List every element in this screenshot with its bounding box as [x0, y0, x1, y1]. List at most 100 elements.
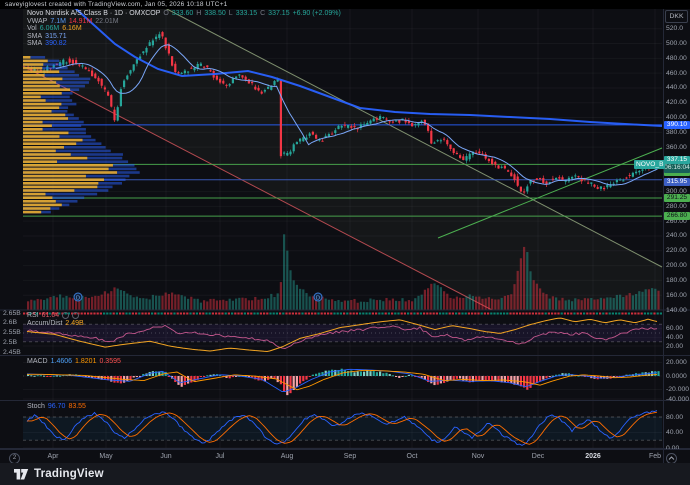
- accdist-tick: 2.5B: [3, 338, 17, 346]
- time-axis-label: Nov: [471, 453, 485, 460]
- macd-tick: -40.000: [666, 395, 690, 403]
- accdist-tick: 2.6B: [3, 319, 17, 327]
- sma-slow-row[interactable]: SMA 390.82: [27, 40, 344, 48]
- time-axis-label: Oct: [406, 453, 418, 460]
- legend-value: VWAP: [27, 17, 48, 25]
- symbol-row[interactable]: Novo Nordisk A/S Class B · 1D · OMXCOP O 3…: [27, 10, 344, 18]
- macd-tick: -20.000: [666, 386, 690, 393]
- stoch-tick: 0.00: [666, 444, 680, 452]
- rsi-tick: 60.00: [666, 325, 684, 333]
- accdist-row[interactable]: Accum/Dist 2.49B: [27, 320, 87, 328]
- price-tick: 220.00: [666, 247, 687, 255]
- price-tick: 480.00: [666, 54, 687, 62]
- price-line-label: 390.10: [664, 120, 690, 130]
- legend-value: 22.01M: [95, 17, 119, 25]
- svg-text:D: D: [76, 296, 80, 302]
- stoch-row[interactable]: Stoch 96.70 83.55: [27, 403, 89, 411]
- time-axis-label: 2026: [585, 453, 601, 460]
- legend-value: 6.06M: [39, 25, 60, 33]
- tradingview-logo-icon[interactable]: [14, 468, 29, 480]
- time-axis[interactable]: Apr May Jun Jul Aug Sep Oct Nov Dec 2026 Feb 2: [0, 449, 690, 464]
- timezone-badge[interactable]: 2: [9, 452, 20, 464]
- legend-value: SMA: [27, 32, 43, 40]
- stoch-pane: [23, 410, 662, 446]
- dividend-marker[interactable]: [313, 292, 323, 302]
- price-tick: 260.00: [666, 217, 687, 225]
- legend-value: 333.60: [171, 10, 194, 18]
- price-tick: 180.00: [666, 276, 687, 284]
- attribution-text: saveyiglovest created with TradingView.c…: [5, 1, 228, 8]
- price-line-label: 266.80: [664, 211, 690, 221]
- time-axis-label: Dec: [531, 453, 545, 460]
- legend-value: 338.50: [204, 10, 226, 18]
- legend-value: SMA: [27, 40, 43, 48]
- price-tick: 440.00: [666, 84, 687, 92]
- visibility-icon[interactable]: [62, 312, 70, 320]
- attribution-bar: saveyiglovest created with TradingView.c…: [0, 0, 690, 9]
- price-tick: 380.00: [666, 128, 687, 136]
- legend-value: 83.55: [68, 403, 86, 411]
- rsi-tick: 40.00: [666, 333, 684, 341]
- sma-fast-row[interactable]: SMA 315.71: [27, 33, 344, 41]
- legend-value: 61.04: [41, 312, 60, 320]
- price-tick: 420.00: [666, 99, 687, 107]
- accdist-tick: 2.45B: [3, 348, 21, 356]
- legend-value: Stoch: [27, 403, 45, 411]
- vwap-row[interactable]: VWAP 7.1M 14.91M 22.01M: [27, 18, 344, 26]
- time-axis-label: May: [99, 453, 113, 460]
- legend-value: Accum/Dist: [27, 319, 63, 327]
- main-pane-legend[interactable]: Novo Nordisk A/S Class B · 1D · OMXCOP O 3…: [27, 10, 344, 48]
- macd-tick: 0.0000: [666, 372, 687, 380]
- legend-value: 96.70: [47, 403, 66, 411]
- price-tick: 400.00: [666, 114, 687, 122]
- stoch-pane-legend[interactable]: Stoch 96.70 83.55: [27, 403, 89, 411]
- price-tick: 460.00: [666, 69, 687, 77]
- macd-row[interactable]: MACD 1.4606 1.8201 0.3595: [27, 358, 124, 366]
- tradingview-brand-text[interactable]: TradingView: [34, 468, 104, 480]
- price-tick: 240.00: [666, 232, 687, 240]
- time-axis-label: Jun: [160, 453, 172, 460]
- rsi-pane: [23, 312, 662, 353]
- pane-separators: [0, 309, 690, 449]
- legend-value: 7.1M: [50, 17, 66, 25]
- currency-toggle[interactable]: DKK: [665, 10, 688, 23]
- svg-text:D: D: [316, 296, 320, 302]
- legend-value: C: [260, 10, 266, 18]
- time-axis-label: Jul: [215, 453, 225, 460]
- trend-channel: [22, 7, 663, 311]
- bar-countdown-label: 06:16:04: [664, 164, 690, 173]
- last-price-label: 337.15: [664, 155, 690, 165]
- time-axis-label: Sep: [343, 453, 357, 460]
- legend-value: 2.49B: [65, 319, 84, 327]
- rsi-row[interactable]: RSI 61.04: [27, 312, 87, 320]
- legend-value: +6.90 (+2.09%): [292, 10, 341, 18]
- legend-value: H: [196, 10, 202, 18]
- price-scale[interactable]: 520.0 500.00 480.00 460.00 440.00 420.00 400.0…: [663, 9, 690, 463]
- legend-value: 1.8201: [75, 358, 97, 366]
- price-tick: 200.00: [666, 262, 687, 270]
- rsi-pane-legend[interactable]: RSI 61.04 Accum/Dist 2.49B: [27, 312, 87, 327]
- legend-value: Novo Nordisk A/S Class B · 1D · OMXCOP: [27, 10, 161, 18]
- macd-tick: 20.000: [666, 359, 687, 366]
- legend-value: 315.71: [45, 32, 67, 40]
- legend-value: Vol: [27, 25, 37, 33]
- price-tick: 140.00: [666, 306, 687, 314]
- macd-pane-legend[interactable]: MACD 1.4606 1.8201 0.3595: [27, 358, 124, 366]
- settings-icon[interactable]: [72, 312, 80, 320]
- volume-profile-layer: [23, 56, 140, 214]
- legend-value: 0.3595: [99, 358, 121, 366]
- legend-value: MACD: [27, 358, 48, 366]
- time-axis-label: Feb: [648, 453, 662, 460]
- dividend-marker[interactable]: [73, 292, 83, 302]
- price-tick: 160.00: [666, 291, 687, 299]
- legend-value: RSI: [27, 312, 39, 320]
- legend-value: 1.4606: [50, 358, 73, 366]
- moving-averages: [55, 7, 663, 186]
- price-tick: 360.00: [666, 143, 687, 151]
- axis-settings-icon[interactable]: [666, 452, 677, 464]
- volume-row[interactable]: Vol 6.06M 6.16M: [27, 25, 344, 33]
- footer-bar: TradingView: [0, 463, 690, 485]
